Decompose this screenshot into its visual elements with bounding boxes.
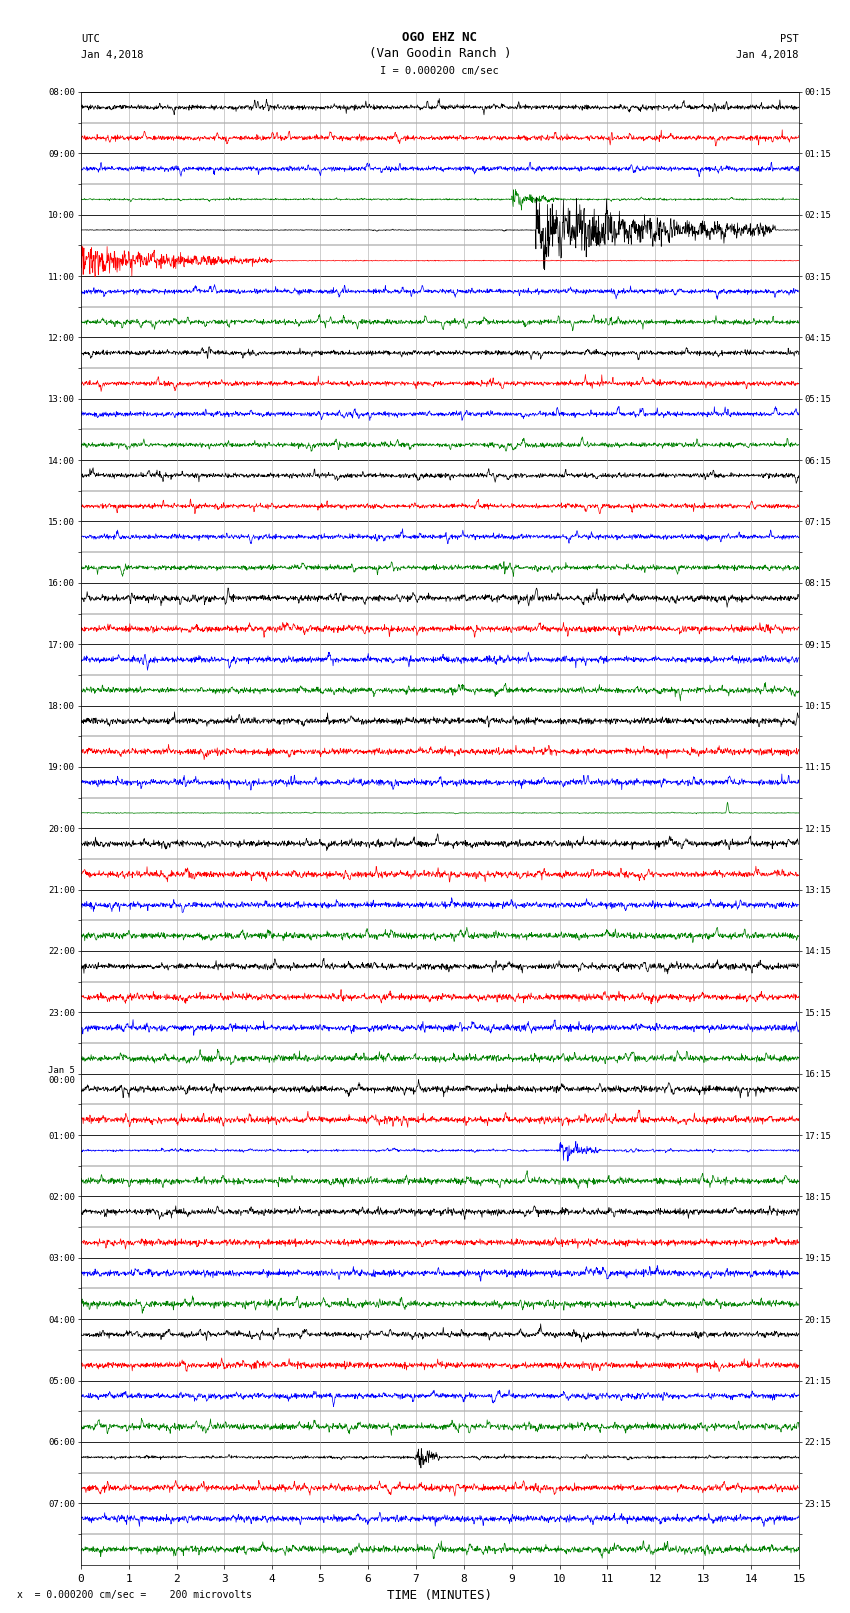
Text: Jan 4,2018: Jan 4,2018: [736, 50, 799, 60]
Text: (Van Goodin Ranch ): (Van Goodin Ranch ): [369, 47, 511, 60]
Text: OGO EHZ NC: OGO EHZ NC: [402, 31, 478, 44]
Text: Jan 4,2018: Jan 4,2018: [81, 50, 144, 60]
Text: UTC: UTC: [81, 34, 99, 44]
Text: x  = 0.000200 cm/sec =    200 microvolts: x = 0.000200 cm/sec = 200 microvolts: [17, 1590, 252, 1600]
X-axis label: TIME (MINUTES): TIME (MINUTES): [388, 1589, 492, 1602]
Text: PST: PST: [780, 34, 799, 44]
Text: I = 0.000200 cm/sec: I = 0.000200 cm/sec: [381, 66, 499, 76]
